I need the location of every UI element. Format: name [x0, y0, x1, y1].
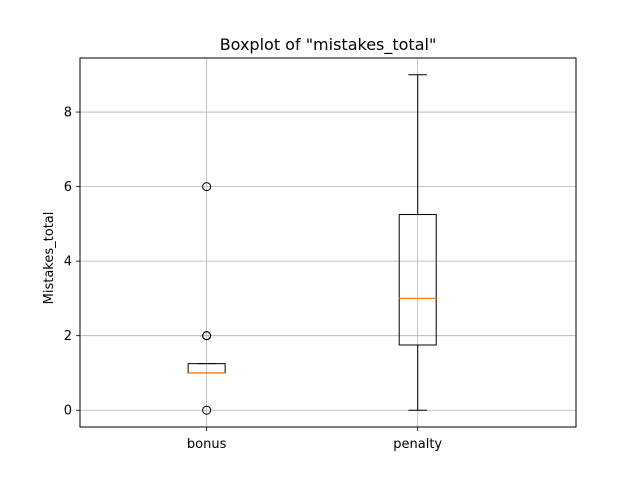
boxes [187, 74, 437, 415]
iqr-box [398, 214, 437, 346]
y-tick-label: 4 [64, 255, 72, 270]
axes: 0 2 4 6 8 bonus penalty [64, 106, 443, 452]
box-penalty [398, 74, 437, 411]
y-tick-label: 2 [64, 329, 72, 344]
plot-frame [79, 57, 577, 428]
y-tick-label: 6 [64, 180, 72, 195]
y-tick-label: 0 [64, 404, 72, 419]
outlier-point [202, 182, 212, 192]
outlier-point [202, 331, 212, 341]
outlier-point [202, 405, 212, 415]
x-tick-label-penalty: penalty [393, 437, 442, 452]
chart-title: Boxplot of "mistakes_total" [220, 35, 437, 55]
grid-lines [80, 58, 576, 427]
y-tick-label: 8 [64, 106, 72, 121]
box-bonus [187, 182, 226, 415]
y-axis-label: Mistakes_total [42, 212, 57, 305]
x-tick-label-bonus: bonus [187, 437, 227, 452]
